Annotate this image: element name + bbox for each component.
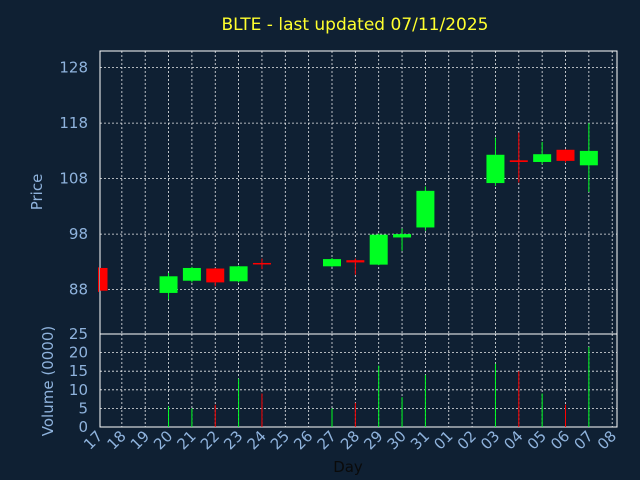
candle-body (159, 276, 178, 293)
price-axis-label: Price (28, 174, 46, 211)
price-tick-label: 108 (59, 170, 88, 188)
candle-body (323, 259, 341, 267)
chart-title: BLTE - last updated 07/11/2025 (221, 15, 488, 35)
volume-panel-frame (99, 333, 618, 428)
x-tick-label: 19 (127, 427, 153, 453)
candle-body (509, 160, 528, 162)
x-tick-label: 06 (547, 427, 573, 453)
candle-body (416, 190, 435, 228)
candle-body (229, 266, 248, 282)
x-tick-label: 29 (360, 427, 386, 453)
x-tick-labels: 1718192021222324252627282930310102030405… (80, 427, 620, 453)
volume-bars (168, 347, 590, 427)
candle-body (100, 267, 108, 291)
price-tick-label: 98 (69, 225, 88, 243)
x-tick-label: 30 (384, 427, 410, 453)
volume-tick-label: 15 (69, 362, 88, 380)
volume-tick-label: 25 (69, 325, 88, 343)
volume-axis-label: Volume (0000) (39, 326, 57, 436)
price-panel-frame (99, 50, 618, 335)
price-tick-label: 88 (69, 281, 88, 299)
candle-body (346, 260, 365, 263)
candle-body (533, 154, 552, 162)
x-tick-label: 08 (594, 427, 620, 453)
volume-tick-label: 5 (78, 399, 88, 417)
x-tick-label: 04 (500, 427, 526, 453)
x-tick-label: 24 (244, 427, 270, 453)
x-tick-label: 03 (477, 427, 503, 453)
candle-body (369, 234, 388, 265)
price-tick-label: 128 (59, 59, 88, 77)
x-tick-label: 28 (337, 427, 363, 453)
x-axis-label: Day (333, 458, 363, 476)
x-tick-label: 05 (524, 427, 550, 453)
x-tick-label: 07 (570, 427, 596, 453)
volume-tick-label: 20 (69, 344, 88, 362)
x-tick-label: 22 (197, 427, 223, 453)
candle-body (182, 267, 201, 281)
volume-tick-label: 0 (78, 418, 88, 436)
candle-body (579, 150, 598, 166)
x-tick-label: 23 (220, 427, 246, 453)
x-tick-label: 31 (407, 427, 433, 453)
price-tick-label: 118 (59, 114, 88, 132)
candle-body (252, 262, 271, 265)
x-tick-label: 01 (430, 427, 456, 453)
x-tick-label: 25 (267, 427, 293, 453)
x-tick-label: 18 (103, 427, 129, 453)
candle-body (556, 149, 575, 161)
candles (98, 123, 598, 300)
x-tick-label: 27 (314, 427, 340, 453)
x-tick-label: 20 (150, 427, 176, 453)
x-tick-label: 21 (173, 427, 199, 453)
candle-body (486, 154, 505, 184)
x-tick-label: 02 (454, 427, 480, 453)
candle-body (393, 234, 412, 238)
x-tick-label: 26 (290, 427, 316, 453)
volume-tick-label: 10 (69, 381, 88, 399)
candle-body (206, 268, 225, 283)
